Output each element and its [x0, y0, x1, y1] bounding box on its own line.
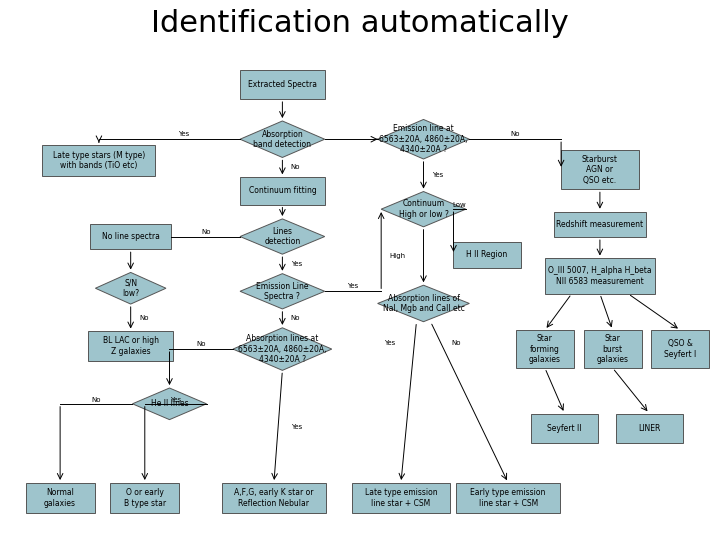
FancyBboxPatch shape — [584, 330, 642, 368]
Text: No: No — [451, 340, 462, 346]
Polygon shape — [132, 388, 207, 420]
Text: O_III 5007, H_alpha H_beta
NII 6583 measurement: O_III 5007, H_alpha H_beta NII 6583 meas… — [548, 266, 652, 286]
Polygon shape — [377, 119, 469, 159]
Text: No: No — [91, 396, 101, 402]
Text: Yes: Yes — [291, 261, 302, 267]
Text: H II Region: H II Region — [467, 251, 508, 259]
FancyBboxPatch shape — [240, 177, 325, 205]
Text: Identification automatically: Identification automatically — [151, 9, 569, 38]
Text: He II lines: He II lines — [150, 399, 189, 408]
FancyBboxPatch shape — [42, 145, 156, 176]
Text: Absorption lines of
NaI, Mgb and CaII etc: Absorption lines of NaI, Mgb and CaII et… — [382, 294, 464, 313]
Polygon shape — [240, 219, 325, 254]
Text: Star
forming
galaxies: Star forming galaxies — [529, 334, 561, 364]
Text: O or early
B type star: O or early B type star — [124, 488, 166, 508]
Text: Absorption lines at
6563±20A, 4860±20A,
4340±20A ?: Absorption lines at 6563±20A, 4860±20A, … — [238, 334, 327, 364]
Text: No: No — [291, 164, 300, 170]
Text: Yes: Yes — [291, 424, 302, 430]
Text: Normal
galaxies: Normal galaxies — [44, 488, 76, 508]
FancyBboxPatch shape — [240, 70, 325, 99]
Text: No: No — [197, 341, 206, 347]
Text: Yes: Yes — [170, 396, 181, 402]
FancyBboxPatch shape — [561, 150, 639, 190]
Text: A,F,G, early K star or
Reflection Nebular: A,F,G, early K star or Reflection Nebula… — [234, 488, 314, 508]
Polygon shape — [95, 273, 166, 304]
FancyBboxPatch shape — [90, 224, 171, 249]
Text: Yes: Yes — [178, 131, 189, 137]
FancyBboxPatch shape — [25, 483, 95, 514]
FancyBboxPatch shape — [110, 483, 179, 514]
Text: QSO &
Seyfert I: QSO & Seyfert I — [665, 339, 696, 359]
Text: Yes: Yes — [384, 340, 395, 346]
Text: Late type stars (M type)
with bands (TiO etc): Late type stars (M type) with bands (TiO… — [53, 151, 145, 170]
Text: No: No — [510, 131, 520, 137]
Text: Emission Line
Spectra ?: Emission Line Spectra ? — [256, 281, 309, 301]
FancyBboxPatch shape — [454, 242, 521, 267]
Text: Star
burst
galaxies: Star burst galaxies — [597, 334, 629, 364]
Text: Continuum fitting: Continuum fitting — [248, 186, 316, 195]
FancyBboxPatch shape — [616, 414, 683, 443]
Text: Redshift measurement: Redshift measurement — [557, 220, 644, 229]
Polygon shape — [233, 328, 332, 370]
FancyBboxPatch shape — [89, 332, 173, 361]
Text: High: High — [390, 253, 406, 259]
Text: Continuum
High or low ?: Continuum High or low ? — [399, 199, 449, 219]
Text: Extracted Spectra: Extracted Spectra — [248, 80, 317, 89]
Text: No: No — [291, 315, 300, 321]
Polygon shape — [240, 274, 325, 309]
Text: Yes: Yes — [347, 284, 359, 289]
FancyBboxPatch shape — [545, 259, 654, 294]
Text: Emission line at
6563±20A, 4860±20A,
4340±20A ?: Emission line at 6563±20A, 4860±20A, 434… — [379, 124, 468, 154]
Text: LINER: LINER — [638, 424, 660, 433]
Text: Lines
detection: Lines detection — [264, 227, 300, 246]
Text: Seyfert II: Seyfert II — [547, 424, 582, 433]
Text: Yes: Yes — [432, 172, 444, 178]
Text: Early type emission
line star + CSM: Early type emission line star + CSM — [470, 488, 546, 508]
Text: Starburst
AGN or
QSO etc.: Starburst AGN or QSO etc. — [582, 155, 618, 185]
Text: BL LAC or high
Z galaxies: BL LAC or high Z galaxies — [103, 336, 158, 356]
FancyBboxPatch shape — [652, 330, 709, 368]
Text: Low: Low — [453, 202, 467, 208]
Text: No: No — [201, 228, 210, 235]
Text: S/N
low?: S/N low? — [122, 279, 139, 298]
Polygon shape — [377, 285, 469, 322]
Polygon shape — [240, 121, 325, 158]
FancyBboxPatch shape — [456, 483, 560, 514]
FancyBboxPatch shape — [351, 483, 450, 514]
Polygon shape — [381, 192, 466, 227]
Text: No line spectra: No line spectra — [102, 232, 160, 241]
Text: Late type emission
line star + CSM: Late type emission line star + CSM — [364, 488, 437, 508]
Text: No: No — [139, 315, 148, 321]
FancyBboxPatch shape — [531, 414, 598, 443]
FancyBboxPatch shape — [554, 212, 646, 237]
FancyBboxPatch shape — [222, 483, 326, 514]
FancyBboxPatch shape — [516, 330, 574, 368]
Text: Absorption
band detection: Absorption band detection — [253, 130, 311, 149]
